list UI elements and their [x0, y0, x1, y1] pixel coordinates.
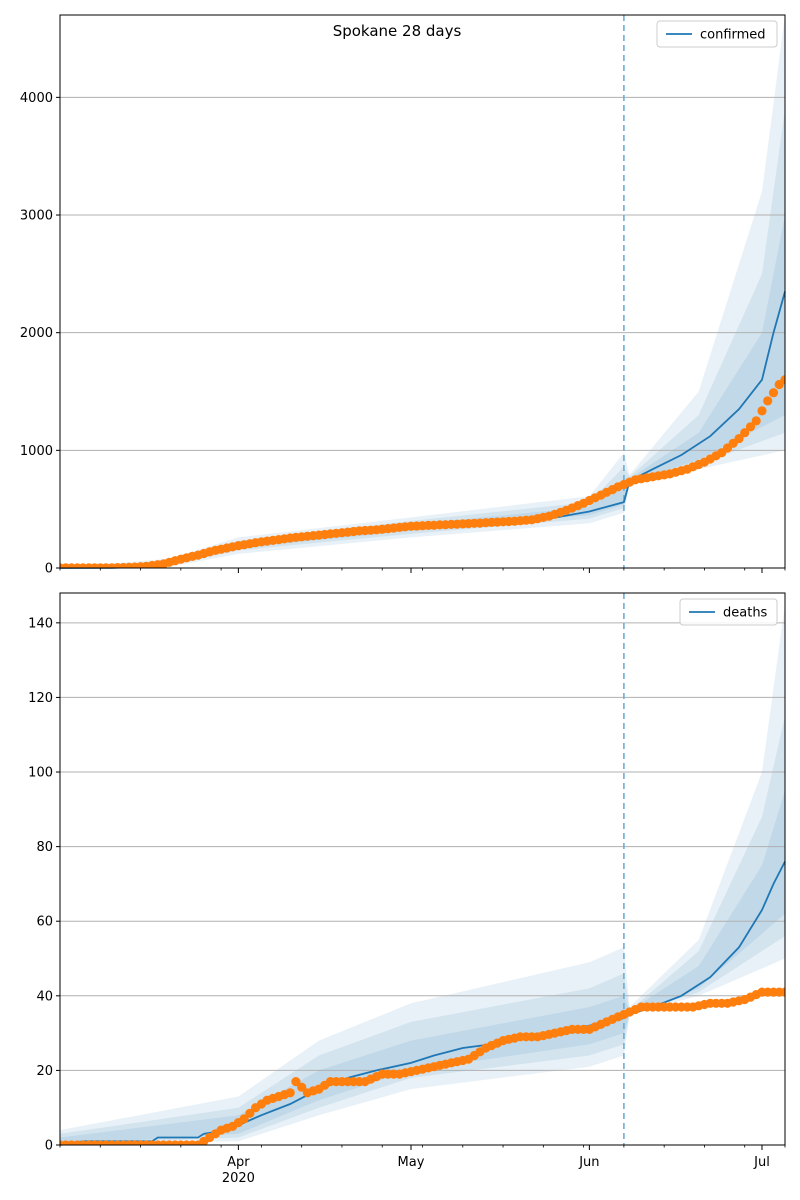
confirmed-legend-label: confirmed [700, 28, 766, 43]
deaths-observed-point [285, 1088, 295, 1098]
deaths-observed-point [780, 987, 785, 997]
deaths-legend-label: deaths [723, 606, 768, 621]
confirmed-observed-points [60, 375, 785, 568]
deaths-ytick-label: 140 [28, 616, 53, 631]
deaths-ytick-label: 120 [28, 691, 53, 706]
x-month-label: May [398, 1155, 425, 1170]
deaths-ytick-label: 60 [36, 915, 53, 930]
confirmed-observed-point [751, 416, 761, 426]
confirmed-ytick-label: 3000 [20, 209, 53, 224]
confirmed-ytick-label: 2000 [20, 326, 53, 341]
deaths-observed-point [291, 1077, 301, 1087]
deaths-observed-points [60, 987, 785, 1145]
deaths-legend: deaths [679, 598, 778, 626]
deaths-panel: 0 20 40 60 80 100 120 140 Apr May Jun Jul 2020 deat… [28, 592, 786, 1186]
confirmed-gridlines [60, 96, 785, 451]
deaths-uncertainty-bands [60, 604, 785, 1145]
deaths-observed-point [297, 1082, 307, 1092]
confirmed-ytick-label: 4000 [20, 91, 53, 106]
confirmed-ytick-label: 0 [45, 562, 53, 577]
deaths-band-middle [60, 716, 785, 1145]
deaths-y-ticks: 0 20 40 60 80 100 120 140 [28, 616, 60, 1154]
x-axis-date-labels: Apr May Jun Jul 2020 [222, 1155, 770, 1186]
deaths-x-ticks [59, 1145, 786, 1150]
deaths-ytick-label: 100 [28, 766, 53, 781]
deaths-ytick-label: 0 [45, 1139, 53, 1154]
x-year-label: 2020 [222, 1171, 255, 1186]
confirmed-observed-point [745, 422, 756, 432]
confirmed-legend-box [656, 20, 778, 48]
deaths-band-outer [60, 604, 785, 1145]
confirmed-x-ticks [59, 568, 786, 573]
confirmed-panel: 0 1000 2000 3000 4000 Spokane 28 days confir… [20, 14, 786, 577]
deaths-observed-point [245, 1108, 255, 1118]
confirmed-ytick-label: 1000 [20, 444, 53, 459]
deaths-gridlines [60, 622, 785, 1071]
deaths-ytick-label: 80 [36, 840, 53, 855]
chart-title: Spokane 28 days [333, 22, 462, 40]
deaths-ytick-label: 40 [36, 989, 53, 1004]
confirmed-observed-point [740, 428, 750, 438]
x-month-label: Apr [227, 1155, 250, 1170]
x-month-label: Jun [578, 1155, 599, 1170]
deaths-legend-box [679, 598, 778, 626]
deaths-ytick-label: 20 [36, 1064, 53, 1079]
deaths-model-line [59, 861, 786, 1146]
confirmed-observed-point [768, 388, 779, 398]
x-month-label: Jul [753, 1155, 770, 1170]
confirmed-y-ticks: 0 1000 2000 3000 4000 [20, 91, 60, 577]
confirmed-legend: confirmed [656, 20, 778, 48]
confirmed-observed-point [734, 434, 744, 444]
confirmed-observed-point [763, 396, 773, 406]
deaths-observed-point [239, 1114, 249, 1124]
confirmed-observed-point [780, 375, 785, 385]
deaths-series [59, 861, 786, 1146]
confirmed-observed-point [757, 406, 767, 416]
